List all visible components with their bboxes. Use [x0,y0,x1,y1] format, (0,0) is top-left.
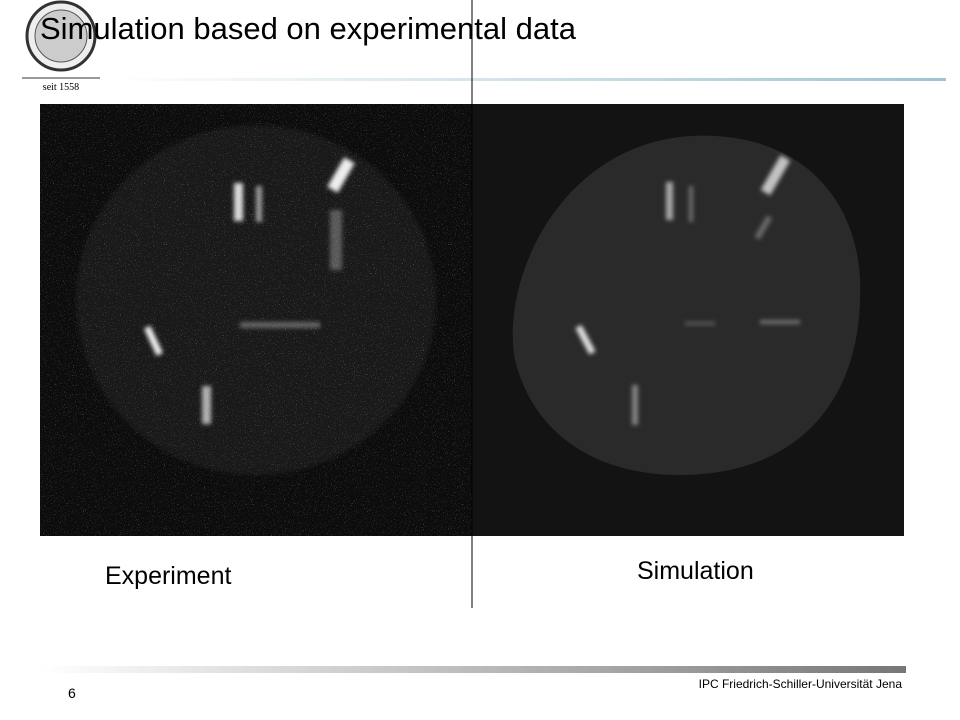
experiment-image [40,104,472,536]
page-number: 6 [68,685,76,701]
slide-title: Simulation based on experimental data [40,11,577,46]
title-underline [108,78,946,81]
logo: seit 1558 [22,0,100,93]
panel-label: Experiment [105,562,231,590]
logo-text: seit 1558 [43,82,79,93]
panel-label: Simulation [637,557,754,585]
simulation-image [472,104,904,536]
footer-bar [40,666,906,673]
footer-institution: IPC Friedrich-Schiller-Universität Jena [699,677,903,691]
